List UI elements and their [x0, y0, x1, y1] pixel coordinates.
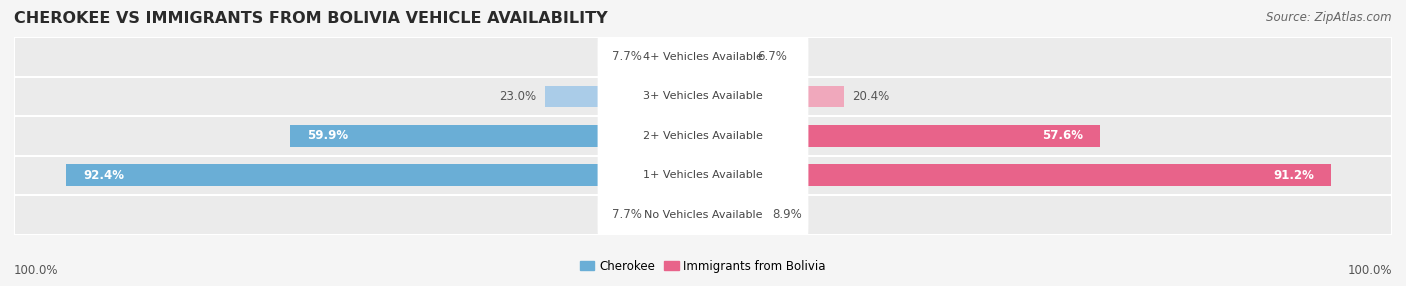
Bar	[14, 37, 1392, 77]
FancyBboxPatch shape	[598, 134, 808, 217]
Text: 59.9%: 59.9%	[308, 129, 349, 142]
FancyBboxPatch shape	[598, 15, 808, 98]
Text: 20.4%: 20.4%	[852, 90, 889, 103]
FancyBboxPatch shape	[598, 173, 808, 256]
Bar	[703, 125, 1099, 147]
Text: 7.7%: 7.7%	[612, 208, 641, 221]
Text: 100.0%: 100.0%	[14, 265, 59, 277]
FancyBboxPatch shape	[598, 94, 808, 177]
Bar	[14, 77, 1392, 116]
Bar	[650, 204, 703, 226]
Text: 1+ Vehicles Available: 1+ Vehicles Available	[643, 170, 763, 180]
Bar	[66, 164, 703, 186]
Bar	[703, 204, 765, 226]
Bar	[544, 86, 703, 107]
Bar	[703, 46, 749, 68]
Text: 3+ Vehicles Available: 3+ Vehicles Available	[643, 92, 763, 101]
Text: 23.0%: 23.0%	[499, 90, 536, 103]
FancyBboxPatch shape	[598, 55, 808, 138]
Bar	[290, 125, 703, 147]
Bar	[14, 195, 1392, 235]
Text: Source: ZipAtlas.com: Source: ZipAtlas.com	[1267, 11, 1392, 24]
Bar	[14, 116, 1392, 156]
Text: No Vehicles Available: No Vehicles Available	[644, 210, 762, 220]
Bar	[14, 156, 1392, 195]
Text: 91.2%: 91.2%	[1274, 169, 1315, 182]
Text: 92.4%: 92.4%	[83, 169, 125, 182]
Text: 6.7%: 6.7%	[758, 50, 787, 63]
Text: 8.9%: 8.9%	[772, 208, 803, 221]
Bar	[703, 164, 1331, 186]
Text: 2+ Vehicles Available: 2+ Vehicles Available	[643, 131, 763, 141]
Legend: Cherokee, Immigrants from Bolivia: Cherokee, Immigrants from Bolivia	[575, 255, 831, 277]
Text: CHEROKEE VS IMMIGRANTS FROM BOLIVIA VEHICLE AVAILABILITY: CHEROKEE VS IMMIGRANTS FROM BOLIVIA VEHI…	[14, 11, 607, 26]
Bar	[703, 86, 844, 107]
Text: 57.6%: 57.6%	[1042, 129, 1083, 142]
Text: 4+ Vehicles Available: 4+ Vehicles Available	[643, 52, 763, 62]
Text: 7.7%: 7.7%	[612, 50, 641, 63]
Bar	[650, 46, 703, 68]
Text: 100.0%: 100.0%	[1347, 265, 1392, 277]
